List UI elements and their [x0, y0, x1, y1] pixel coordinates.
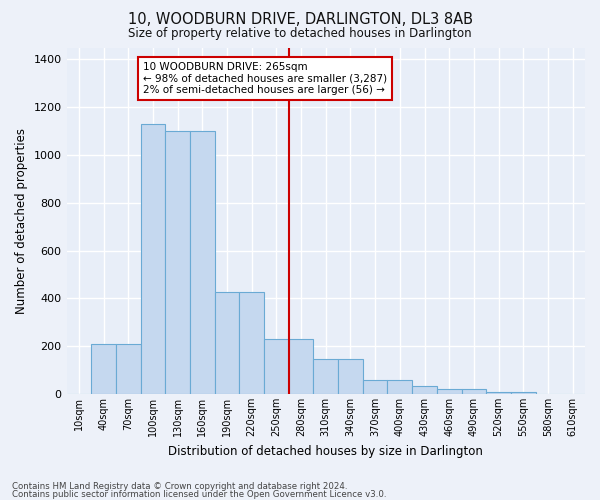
Bar	[116, 344, 140, 394]
Bar	[313, 360, 338, 394]
Bar	[91, 344, 116, 394]
Bar	[461, 389, 486, 394]
Bar	[363, 380, 388, 394]
Text: 10, WOODBURN DRIVE, DARLINGTON, DL3 8AB: 10, WOODBURN DRIVE, DARLINGTON, DL3 8AB	[128, 12, 473, 28]
Bar	[486, 392, 511, 394]
Text: Size of property relative to detached houses in Darlington: Size of property relative to detached ho…	[128, 28, 472, 40]
Text: Contains HM Land Registry data © Crown copyright and database right 2024.: Contains HM Land Registry data © Crown c…	[12, 482, 347, 491]
Bar	[264, 339, 289, 394]
Bar	[511, 392, 536, 394]
Bar	[437, 389, 461, 394]
X-axis label: Distribution of detached houses by size in Darlington: Distribution of detached houses by size …	[169, 444, 483, 458]
Bar	[338, 360, 363, 394]
Bar	[412, 386, 437, 394]
Text: Contains public sector information licensed under the Open Government Licence v3: Contains public sector information licen…	[12, 490, 386, 499]
Bar	[215, 292, 239, 394]
Bar	[388, 380, 412, 394]
Bar	[190, 131, 215, 394]
Bar	[239, 292, 264, 394]
Bar	[289, 339, 313, 394]
Bar	[165, 131, 190, 394]
Text: 10 WOODBURN DRIVE: 265sqm
← 98% of detached houses are smaller (3,287)
2% of sem: 10 WOODBURN DRIVE: 265sqm ← 98% of detac…	[143, 62, 387, 95]
Bar	[140, 124, 165, 394]
Y-axis label: Number of detached properties: Number of detached properties	[15, 128, 28, 314]
